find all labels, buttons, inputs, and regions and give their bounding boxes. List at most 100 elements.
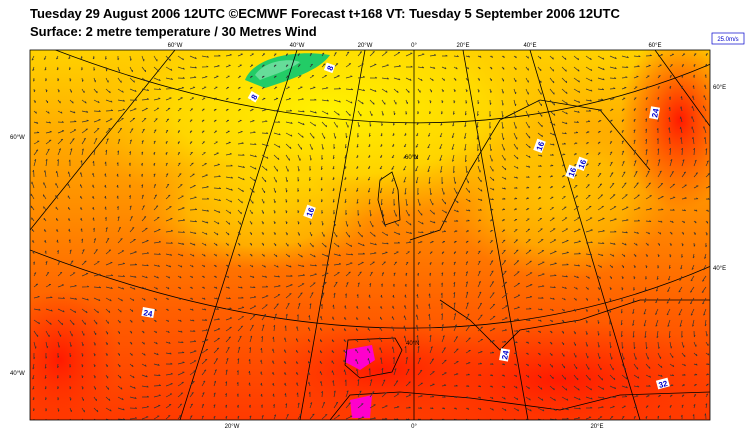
wind-arrow xyxy=(237,264,241,268)
wind-arrow xyxy=(428,176,431,184)
wind-arrow xyxy=(513,407,520,412)
wind-arrow xyxy=(309,231,313,237)
wind-arrow xyxy=(165,362,173,365)
wind-arrow xyxy=(249,347,251,354)
wind-arrow xyxy=(380,143,383,147)
wind-arrow xyxy=(225,198,233,203)
wind-arrow xyxy=(321,209,324,214)
wind-arrow xyxy=(357,261,364,266)
wind-arrow xyxy=(44,250,47,255)
wind-arrow xyxy=(367,358,371,365)
wind-arrow xyxy=(703,126,707,134)
wind-arrow xyxy=(333,220,336,227)
wind-arrow xyxy=(225,119,230,123)
wind-arrow xyxy=(525,132,531,139)
wind-arrow xyxy=(681,363,686,367)
wind-arrow xyxy=(525,77,529,83)
wind-arrow xyxy=(344,176,347,180)
wind-arrow xyxy=(429,358,435,365)
wind-arrow xyxy=(573,217,580,222)
wind-arrow xyxy=(201,108,205,112)
wind-arrow xyxy=(561,206,567,211)
wind-arrow xyxy=(117,250,125,255)
wind-arrow xyxy=(705,53,708,57)
wind-arrow xyxy=(417,220,424,225)
wind-arrow xyxy=(379,327,383,332)
wind-arrow xyxy=(69,308,77,313)
wind-arrow xyxy=(477,350,483,354)
wind-arrow xyxy=(681,220,685,224)
wind-arrow xyxy=(129,363,134,368)
wind-arrow xyxy=(669,183,676,189)
wind-arrow xyxy=(393,368,397,376)
wind-arrow xyxy=(225,86,230,90)
wind-arrow xyxy=(165,162,168,167)
wind-arrow xyxy=(416,121,419,126)
wind-arrow xyxy=(213,380,217,387)
wind-arrow xyxy=(441,272,444,277)
wind-arrow xyxy=(261,295,269,299)
wind-arrow xyxy=(153,66,160,72)
wind-arrow xyxy=(321,75,327,79)
wind-arrow xyxy=(654,308,659,315)
wind-arrow xyxy=(237,142,244,145)
wind-arrow xyxy=(81,363,84,368)
wind-arrow xyxy=(69,374,72,379)
wind-arrow xyxy=(285,293,292,299)
wind-arrow xyxy=(369,261,375,266)
wind-arrow xyxy=(57,99,61,104)
wind-arrow xyxy=(81,77,84,82)
wind-arrow xyxy=(201,119,205,123)
wind-arrow xyxy=(261,97,266,101)
wind-arrow xyxy=(249,75,253,79)
wind-arrow xyxy=(597,130,601,134)
wind-arrow xyxy=(633,405,638,409)
wind-arrow xyxy=(477,240,481,244)
wind-arrow xyxy=(309,52,313,57)
wind-arrow xyxy=(477,219,482,222)
wind-arrow xyxy=(477,154,480,163)
wind-arrow xyxy=(501,229,506,233)
wind-arrow xyxy=(657,405,661,409)
wind-arrow xyxy=(320,187,323,192)
wind-arrow xyxy=(32,374,35,380)
wind-arrow xyxy=(297,53,301,57)
wind-arrow xyxy=(561,77,568,84)
wind-arrow xyxy=(453,271,456,277)
wind-arrow xyxy=(537,228,543,233)
wind-arrow xyxy=(81,319,86,325)
wind-arrow xyxy=(525,385,530,390)
wind-arrow xyxy=(537,285,545,288)
wind-arrow xyxy=(417,77,423,82)
wind-arrow xyxy=(513,271,520,277)
wind-arrow xyxy=(537,186,541,189)
wind-arrow xyxy=(549,352,553,357)
wind-arrow xyxy=(609,130,613,134)
wind-arrow xyxy=(537,374,542,379)
wind-arrow xyxy=(81,374,84,379)
wind-arrow xyxy=(633,118,636,123)
wind-arrow xyxy=(657,242,660,246)
wind-arrow xyxy=(57,341,60,348)
wind-arrow xyxy=(333,242,340,248)
wind-arrow xyxy=(296,349,299,354)
wind-arrow xyxy=(93,286,102,289)
wind-arrow xyxy=(380,357,383,365)
wind-arrow xyxy=(57,250,59,255)
wind-arrow xyxy=(237,231,241,236)
wind-arrow xyxy=(68,55,71,60)
wind-arrow xyxy=(93,77,97,83)
wind-arrow xyxy=(93,261,100,266)
wind-arrow xyxy=(609,405,615,409)
wind-arrow xyxy=(33,330,39,338)
wind-arrow xyxy=(705,341,709,346)
wind-arrow xyxy=(585,163,589,167)
wind-arrow xyxy=(177,319,182,322)
wind-arrow xyxy=(693,220,697,224)
wind-arrow xyxy=(404,283,407,288)
wind-arrow xyxy=(379,337,383,343)
wind-arrow xyxy=(441,66,447,70)
wind-arrow xyxy=(56,239,59,244)
wind-arrow xyxy=(32,407,35,412)
wind-arrow xyxy=(585,184,590,189)
